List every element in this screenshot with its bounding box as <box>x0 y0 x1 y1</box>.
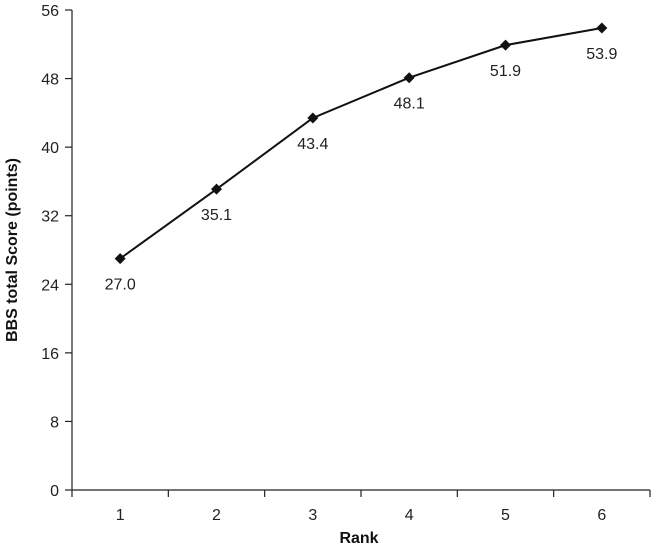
y-tick-label: 56 <box>41 3 59 20</box>
data-label: 27.0 <box>105 277 136 294</box>
y-tick-label: 0 <box>50 483 59 500</box>
x-tick-label: 1 <box>116 507 125 524</box>
y-axis-title: BBS total Score (points) <box>4 158 21 342</box>
y-tick-label: 32 <box>41 209 59 226</box>
data-point-marker <box>307 112 319 124</box>
series-line <box>119 27 603 260</box>
data-label: 48.1 <box>394 96 425 113</box>
series-group: 27.0 35.1 43.4 48.1 51.9 53.9 <box>105 22 618 294</box>
x-tick-label: 3 <box>308 507 317 524</box>
y-tick-label: 24 <box>41 277 59 294</box>
data-label: 43.4 <box>297 136 328 153</box>
y-tick-label: 8 <box>50 414 59 431</box>
data-label: 35.1 <box>201 207 232 224</box>
data-point-marker <box>500 39 511 51</box>
y-tick-label: 40 <box>41 140 59 157</box>
x-tick-label: 6 <box>597 507 606 524</box>
y-tick-label: 16 <box>41 346 59 363</box>
x-tick-label: 2 <box>212 507 221 524</box>
data-point-marker <box>596 22 608 34</box>
y-axis: 0 8 16 24 32 40 48 56 <box>41 3 73 500</box>
x-axis: 1 2 3 4 5 6 <box>71 489 651 524</box>
x-axis-title: Rank <box>339 530 378 547</box>
data-point-marker <box>211 183 222 195</box>
data-label: 51.9 <box>490 63 521 80</box>
data-point-marker <box>403 72 415 84</box>
data-label: 53.9 <box>586 46 617 63</box>
y-tick-label: 48 <box>41 72 59 89</box>
data-point-marker <box>114 253 126 265</box>
x-tick-label: 5 <box>501 507 510 524</box>
x-tick-label: 4 <box>405 507 414 524</box>
